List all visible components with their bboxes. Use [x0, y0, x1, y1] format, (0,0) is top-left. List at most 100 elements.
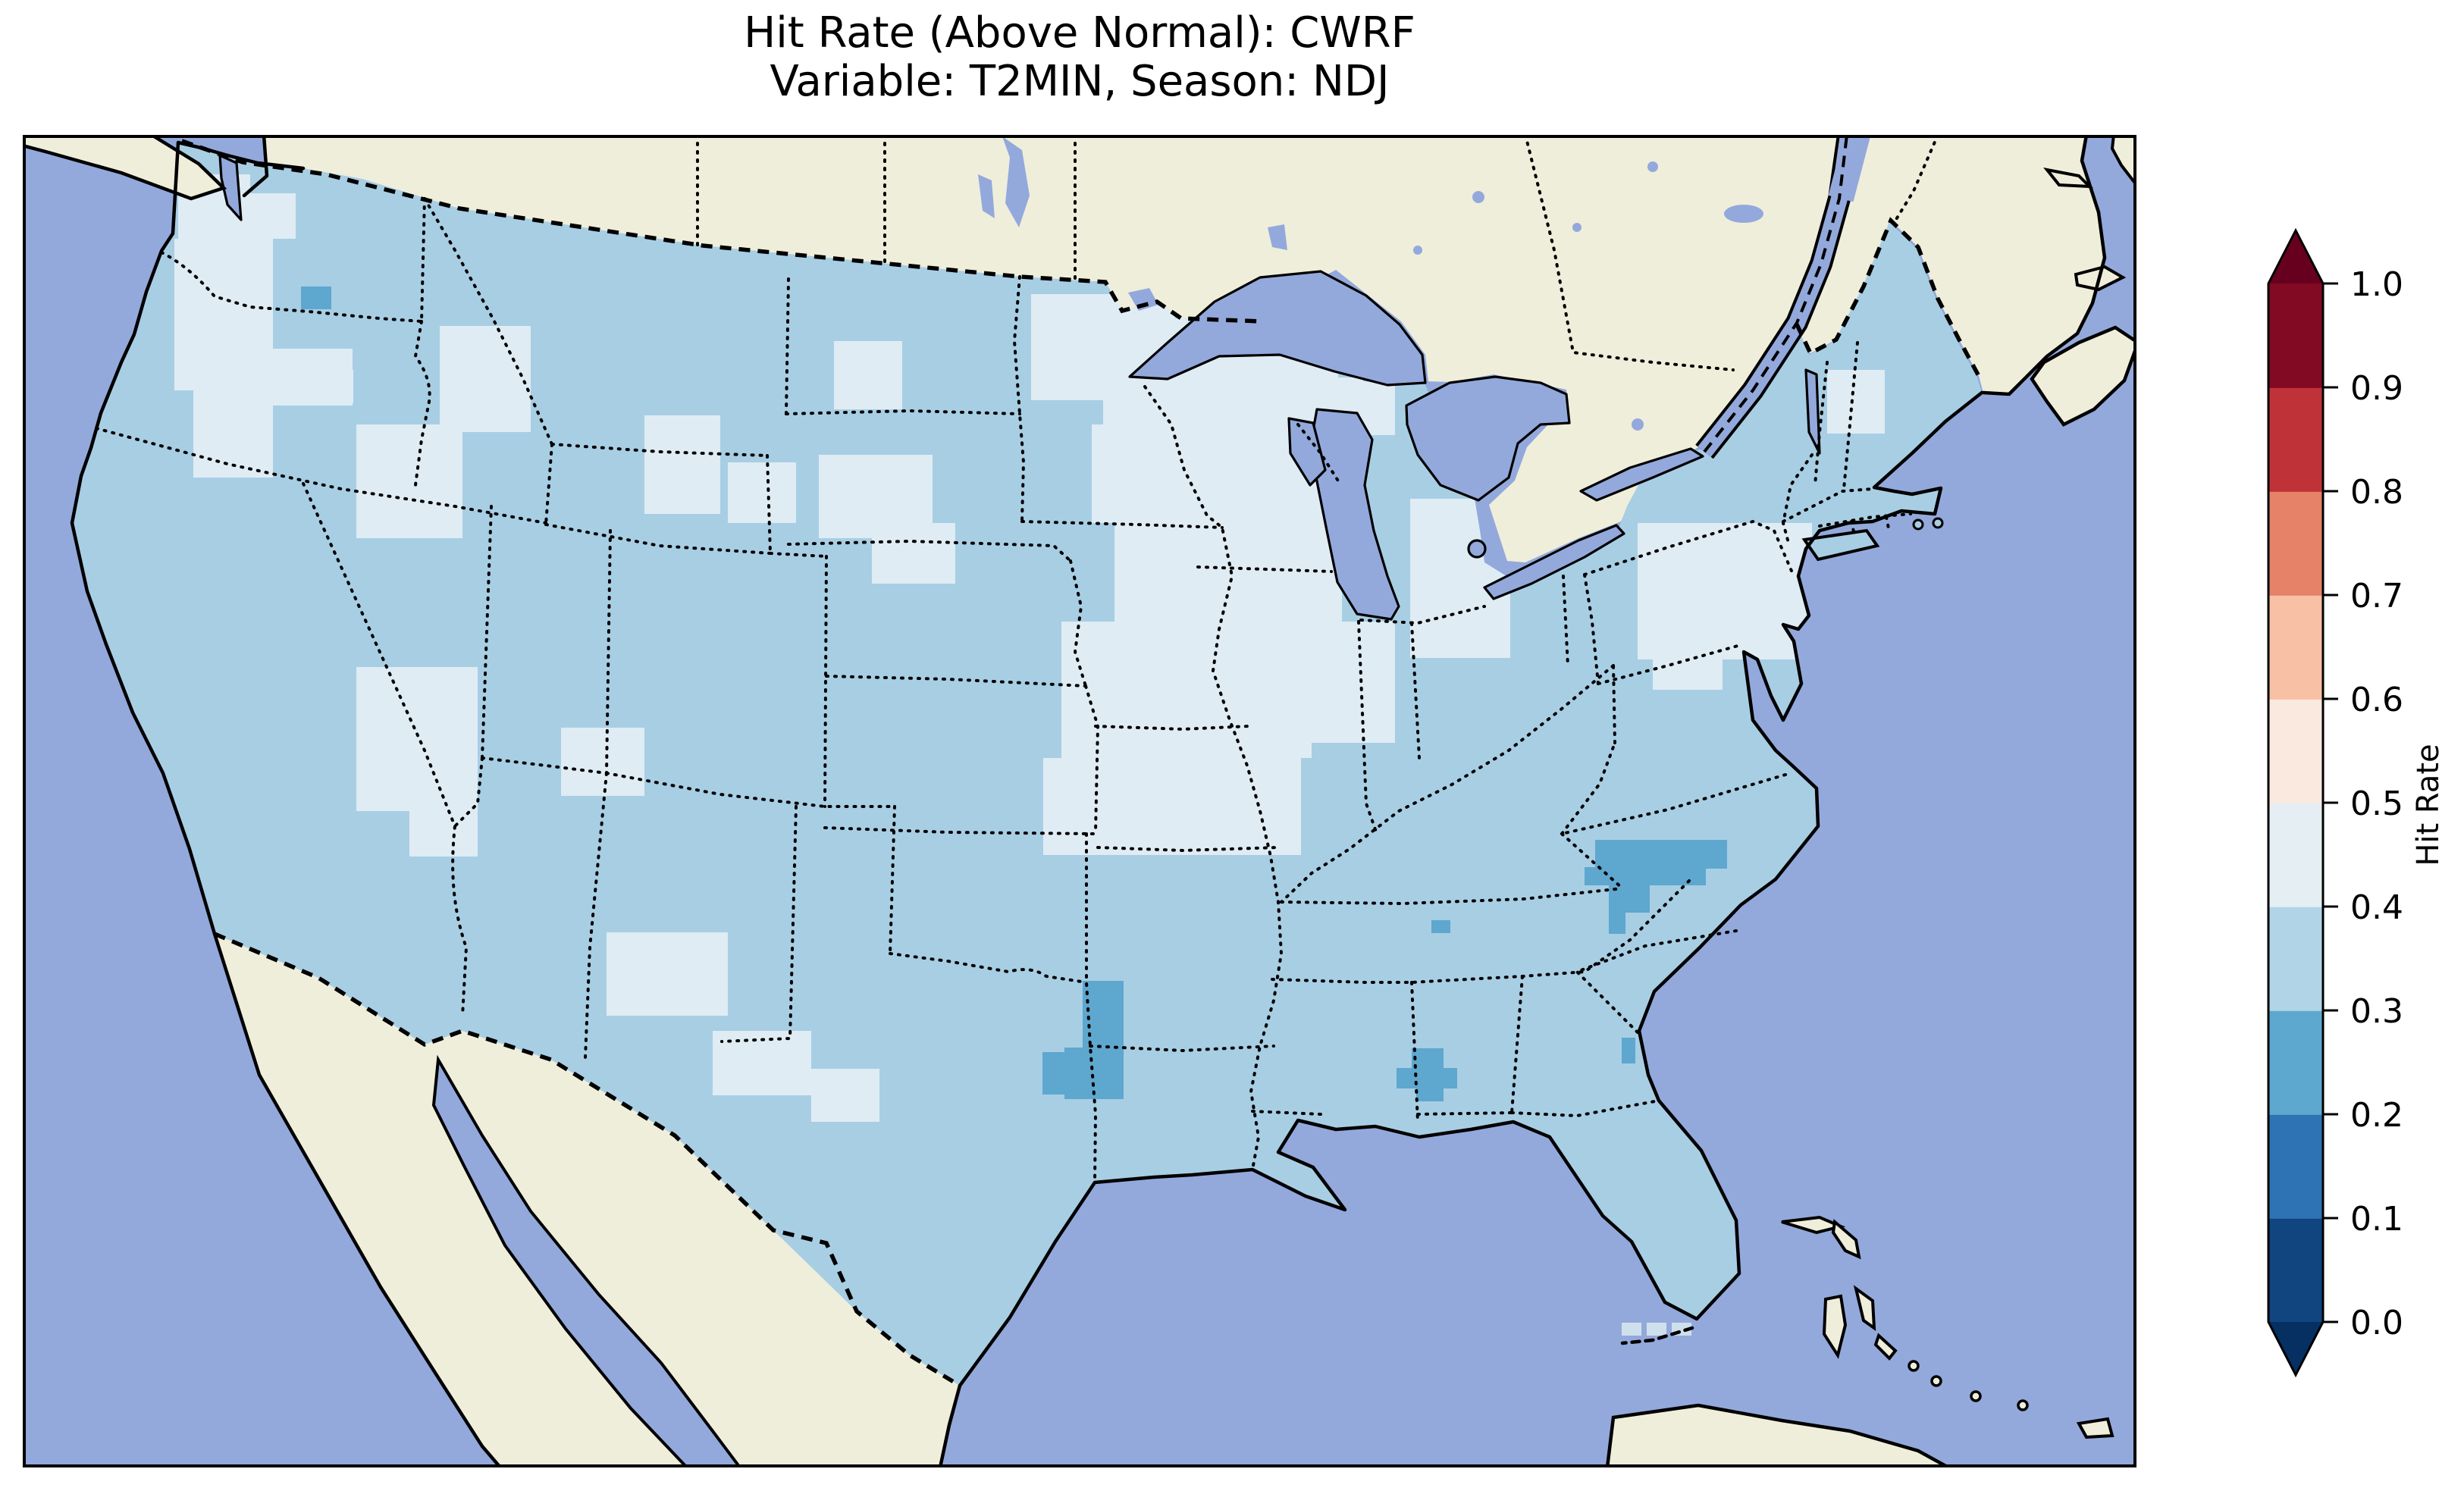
map-frame	[23, 135, 2136, 1467]
state-borders	[95, 135, 1939, 1184]
hit-rate-cell-patch-light	[1043, 758, 1301, 855]
bahamas-islet	[1930, 1375, 1942, 1387]
us-canada-border-maine	[1795, 217, 1981, 377]
us-canada-border-st-lawrence	[1703, 135, 1848, 453]
colorbar-segment-0.4-0.5	[2268, 803, 2323, 907]
hit-rate-cell-patch-light	[834, 341, 902, 409]
hit-rate-cell-patch-light	[811, 1069, 879, 1122]
lake-erie	[1483, 524, 1625, 600]
hit-rate-cell-patch-light	[1251, 622, 1395, 743]
hit-rate-cell-patch-light	[561, 728, 644, 796]
colorbar-ticks: 1.0 0.9 0.8 0.7 0.6 0.5 0.4 0.3 0.2 0.1 0.0	[2323, 265, 2403, 1342]
long-island	[1801, 528, 1880, 562]
cuba	[1605, 1403, 1950, 1467]
colorbar-tick-label: 0.2	[2350, 1096, 2403, 1135]
conus-map	[23, 135, 2136, 1467]
newfoundland-corner	[2110, 135, 2136, 188]
colorbar-segment-0.6-0.7	[2268, 595, 2323, 700]
international-borders	[181, 135, 1981, 1388]
hit-rate-cell-patch-light	[409, 803, 478, 857]
lake-st-clair	[1467, 539, 1487, 559]
islands	[23, 135, 2136, 1467]
hit-rate-cell-patch-faint	[1622, 1323, 1641, 1336]
colorbar-segment-0.3-0.4	[2268, 907, 2323, 1011]
hit-rate-cell-patch-dark	[1609, 911, 1625, 934]
colorbar-extend-over-arrow	[2268, 230, 2323, 283]
hit-rate-cell-patch-light	[1114, 523, 1342, 622]
green-bay	[1287, 417, 1327, 487]
colorbar-tick-label: 0.4	[2350, 888, 2403, 927]
colorbar-tick-label: 0.6	[2350, 681, 2403, 719]
nantucket-island	[1912, 518, 1924, 531]
colorbar-segment-0.9-1.0	[2268, 283, 2323, 388]
hit-rate-cell-patch-dark	[1412, 1048, 1444, 1070]
colorbar-tick-label: 0.5	[2350, 785, 2403, 823]
title-line-1: Hit Rate (Above Normal): CWRF	[744, 8, 1415, 58]
lake-manitoba	[978, 174, 995, 218]
figure-title: Hit Rate (Above Normal): CWRF Variable: …	[23, 9, 2136, 106]
colorbar-extend-under-arrow	[2268, 1322, 2323, 1375]
colorbar-segment-0.2-0.3	[2268, 1010, 2323, 1115]
hit-rate-cell-patch-dark	[1042, 1052, 1085, 1095]
lake-huron	[1405, 375, 1571, 502]
lake-michigan	[1309, 408, 1400, 621]
eleuthera-island	[1853, 1285, 1876, 1332]
hit-rate-cell-patch-light	[1638, 523, 1812, 659]
hit-rate-cell-patch-dark	[1431, 920, 1450, 933]
bahamas-islet	[1970, 1390, 1982, 1402]
canada-atlantic-coastline	[1981, 135, 2107, 396]
vancouver-island	[23, 135, 227, 201]
andros-island	[1822, 1294, 1848, 1359]
colorbar: 1.0 0.9 0.8 0.7 0.6 0.5 0.4 0.3 0.2 0.1 0.0 Hit Ra…	[2229, 212, 2464, 1417]
great-lakes	[218, 154, 1821, 621]
lake-winnipeg	[1002, 136, 1030, 227]
us-hit-rate-base	[72, 143, 1982, 1386]
gulf-of-california	[431, 1054, 742, 1467]
nova-scotia	[2030, 325, 2136, 427]
colorbar-tick-label: 1.0	[2350, 265, 2403, 304]
bahamas-islet	[1908, 1360, 1920, 1372]
canada-land	[244, 135, 2105, 562]
colorbar-segment-0.8-0.9	[2268, 387, 2323, 492]
colorbar-axis-label: Hit Rate	[2411, 744, 2446, 866]
pacific-coastline	[70, 140, 306, 936]
us-mexico-border	[213, 932, 961, 1388]
hit-rate-cell-patch-light	[250, 193, 296, 239]
colorbar-tick-label: 0.0	[2350, 1304, 2403, 1342]
lake-superior	[1128, 270, 1427, 387]
ontario-lake	[1413, 246, 1422, 255]
hit-rate-cell-patch-light	[1827, 370, 1885, 434]
hit-rate-cell-patch-dark	[301, 287, 331, 309]
hit-rate-cell-patch-dark	[1622, 1038, 1635, 1063]
colorbar-segment-0.7-0.8	[2268, 491, 2323, 596]
hit-rate-cell-patch-light	[356, 424, 462, 538]
baja-coastline	[212, 932, 503, 1467]
canada-lakes	[978, 136, 1763, 431]
hit-rate-cell-patch-light	[193, 379, 273, 478]
hit-rate-cell-patch-light	[644, 415, 720, 514]
hit-rate-cell-patch-light	[872, 523, 955, 584]
colorbar-tick-label: 0.9	[2350, 369, 2403, 408]
florida-keys	[1620, 1326, 1694, 1345]
colorbar-segment-0.5-0.6	[2268, 699, 2323, 803]
lac-st-jean	[1724, 205, 1763, 223]
mexico-gulf-coastline	[938, 1383, 962, 1467]
colorbar-svg: 1.0 0.9 0.8 0.7 0.6 0.5 0.4 0.3 0.2 0.1 0.0 Hit Ra…	[2267, 227, 2446, 1378]
puget-sound	[218, 154, 243, 221]
lake-of-the-woods	[1128, 288, 1158, 311]
hit-rate-cell-patch-light	[440, 326, 531, 432]
lake-nipigon	[1268, 224, 1287, 250]
lake-champlain	[1804, 368, 1821, 455]
hit-rate-cell-patch-light	[1653, 640, 1723, 690]
hit-rate-cell-patch-dark	[1585, 867, 1706, 885]
colorbar-segment-0.0-0.1	[2268, 1218, 2323, 1323]
abaco-island	[1831, 1219, 1861, 1260]
turks-islet	[2017, 1399, 2029, 1411]
quebec-lake	[1572, 223, 1582, 232]
hit-rate-cell-patch-light	[607, 932, 728, 1016]
hit-rate-cell-patch-faint	[1647, 1323, 1666, 1336]
hit-rate-cell-patch-light	[326, 370, 353, 403]
marthas-vineyard-island	[1932, 517, 1944, 529]
hit-rate-cell-patch-dark	[1397, 1068, 1457, 1088]
